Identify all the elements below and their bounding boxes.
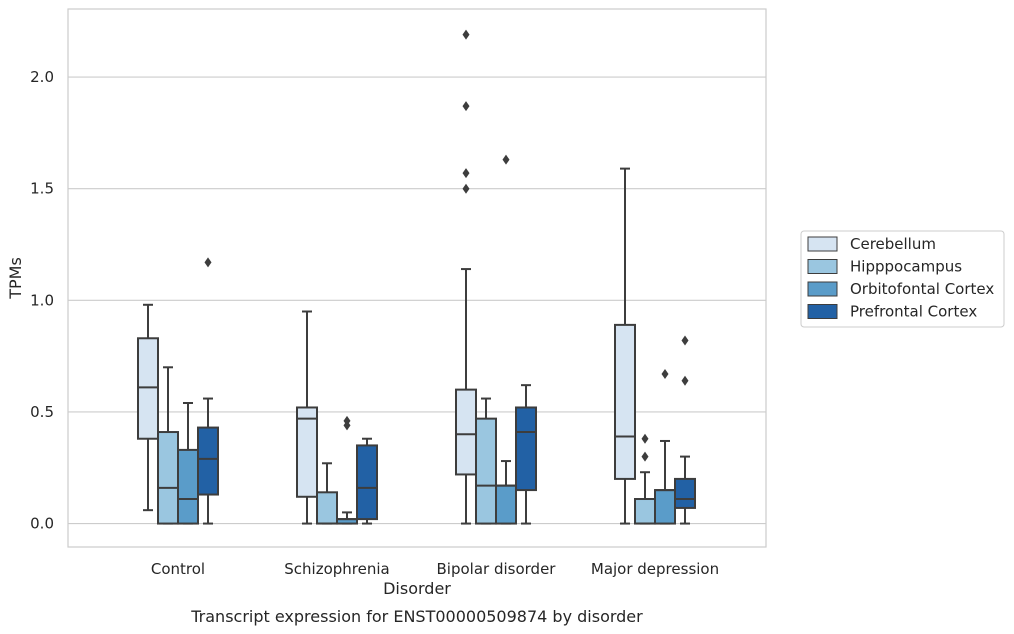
box-3-2 (515, 384, 537, 525)
box-body (356, 444, 378, 521)
box-2-1 (336, 415, 358, 525)
box-3-1 (356, 437, 378, 525)
box-body (177, 448, 199, 525)
outlier-point (641, 451, 649, 462)
outlier-point (681, 375, 689, 386)
box-body (674, 477, 696, 509)
box-0-2 (455, 29, 477, 525)
outlier-point (462, 29, 470, 40)
box-body (495, 484, 517, 525)
box-3-0 (197, 257, 219, 525)
outlier-point (204, 257, 212, 268)
y-tick-label: 0.5 (30, 403, 54, 421)
box-2-0 (177, 402, 199, 525)
legend-swatch (807, 281, 838, 297)
box-body (137, 337, 159, 440)
box-body (455, 388, 477, 476)
box-0-3 (614, 167, 636, 525)
x-tick-label: Schizophrenia (284, 560, 389, 578)
y-tick-label: 1.0 (30, 291, 54, 309)
legend-label: Hipppocampus (850, 258, 962, 276)
x-axis-ticks: Control Schizophrenia Bipolar disorder Majo… (151, 560, 719, 578)
box-body (157, 431, 179, 525)
box-body (475, 417, 497, 525)
legend-swatch (807, 304, 838, 319)
legend-label: Prefrontal Cortex (850, 303, 977, 321)
box-3-3 (674, 335, 696, 525)
box-body (634, 498, 656, 525)
x-tick-label: Major depression (591, 560, 719, 578)
outlier-point (661, 368, 669, 379)
y-tick-label: 1.5 (30, 180, 54, 198)
box-1-0 (157, 366, 179, 525)
box-1-3 (634, 433, 656, 525)
plot-frame (67, 8, 767, 548)
legend-frame (800, 230, 1005, 328)
y-tick-label: 0.0 (30, 515, 54, 533)
outlier-point (681, 335, 689, 346)
outlier-point (502, 154, 510, 165)
outlier-point (462, 168, 470, 179)
outlier-point (462, 183, 470, 194)
box-body (654, 489, 676, 525)
box-2-3 (654, 368, 676, 525)
outlier-point (641, 433, 649, 444)
legend: Cerebellum Hipppocampus Orbitofontal Corte… (800, 230, 1005, 328)
y-tick-label: 2.0 (30, 68, 54, 86)
figure-caption: Transcript expression for ENST0000050987… (190, 607, 643, 626)
box-body (316, 491, 338, 525)
box-2-2 (495, 154, 517, 525)
x-tick-label: Control (151, 560, 205, 578)
y-axis-ticks: 0.0 0.5 1.0 1.5 2.0 (30, 68, 54, 532)
box-body (296, 406, 318, 498)
box-1-1 (316, 462, 338, 525)
box-body (614, 323, 636, 480)
box-body (197, 426, 219, 496)
legend-swatch (807, 259, 838, 274)
legend-swatch (807, 236, 838, 252)
box-0-0 (137, 303, 159, 512)
box-1-2 (475, 397, 497, 525)
outlier-point (462, 101, 470, 112)
box-body (515, 406, 537, 492)
y-axis-label: TPMs (6, 257, 25, 300)
outlier-point (343, 415, 351, 426)
legend-label: Orbitofontal Cortex (850, 280, 994, 298)
legend-label: Cerebellum (850, 235, 936, 253)
box-0-1 (296, 310, 318, 525)
x-tick-label: Bipolar disorder (437, 560, 557, 578)
x-axis-label: Disorder (383, 579, 451, 598)
boxes (137, 29, 696, 525)
